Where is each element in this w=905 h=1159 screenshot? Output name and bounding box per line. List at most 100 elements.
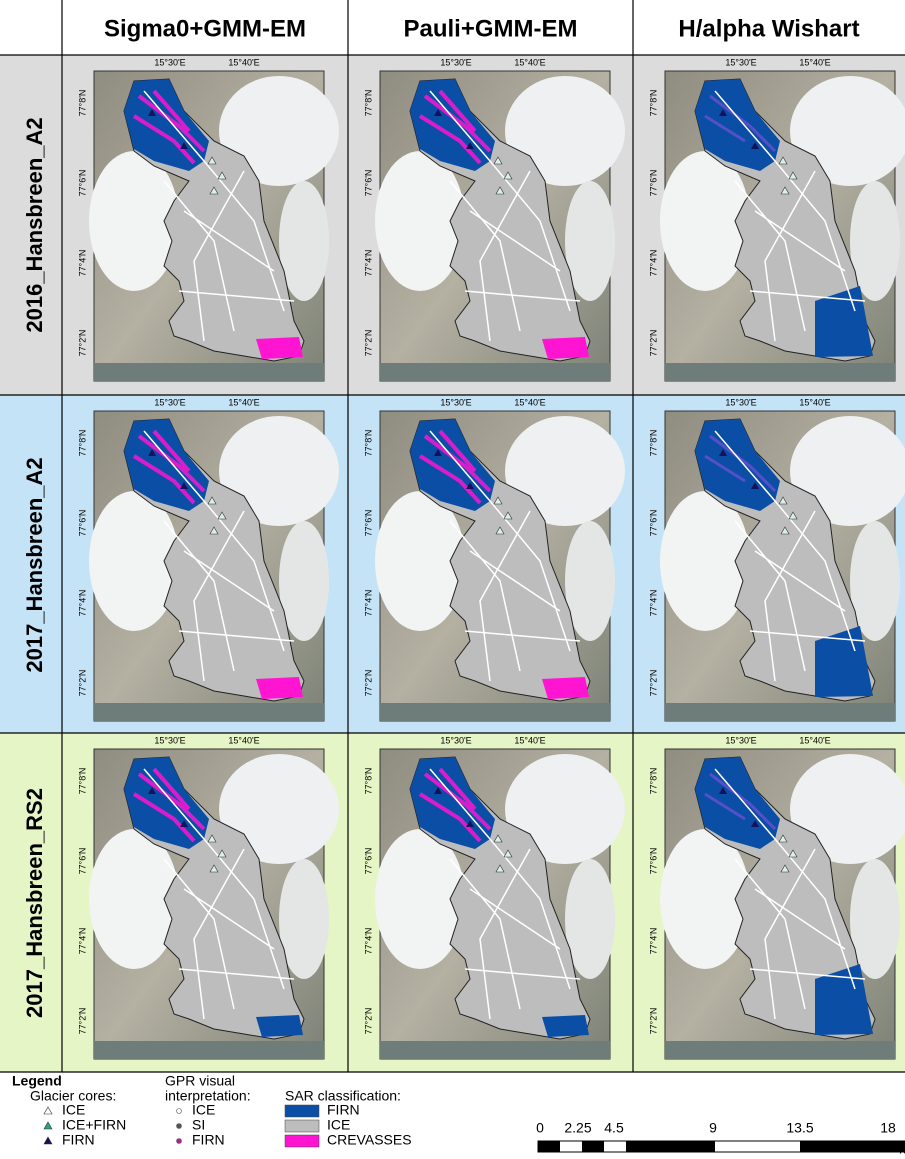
latitude-label: 77°2'N xyxy=(648,670,658,697)
map-panel xyxy=(375,411,625,721)
sea xyxy=(94,1041,324,1059)
map-panel xyxy=(89,411,339,721)
latitude-label: 77°8'N xyxy=(77,768,87,795)
column-title: Sigma0+GMM-EM xyxy=(104,15,306,42)
latitude-label: 77°6'N xyxy=(363,510,373,537)
latitude-label: 77°4'N xyxy=(648,928,658,955)
legend-label: FIRN xyxy=(192,1132,225,1148)
latitude-label: 77°2'N xyxy=(363,670,373,697)
map-panel xyxy=(660,749,905,1059)
scale-label: 2.25 xyxy=(564,1120,591,1136)
latitude-label: 77°2'N xyxy=(77,330,87,357)
sea xyxy=(665,1041,895,1059)
longitude-label: 15°40'E xyxy=(514,735,545,745)
latitude-label: 77°4'N xyxy=(363,928,373,955)
legend-symbol xyxy=(44,1137,52,1144)
latitude-label: 77°4'N xyxy=(77,590,87,617)
crevasse-area xyxy=(542,337,589,359)
figure: Legend Glacier cores: GPR visual interpr… xyxy=(0,0,905,1159)
legend-swatch xyxy=(285,1135,319,1147)
longitude-label: 15°30'E xyxy=(725,57,756,67)
longitude-label: 15°30'E xyxy=(440,735,471,745)
latitude-label: 77°4'N xyxy=(363,250,373,277)
scale-label: 13.5 xyxy=(786,1120,813,1136)
row-title: 2017_Hansbreen_RS2 xyxy=(22,788,47,1018)
sea xyxy=(665,363,895,381)
column-title: H/alpha Wishart xyxy=(678,15,859,42)
legend-symbol xyxy=(177,1109,182,1114)
latitude-label: 77°6'N xyxy=(77,510,87,537)
crevasse-area xyxy=(542,677,589,699)
longitude-label: 15°30'E xyxy=(725,397,756,407)
longitude-label: 15°40'E xyxy=(799,735,830,745)
map-panel xyxy=(375,71,625,381)
longitude-label: 15°30'E xyxy=(154,397,185,407)
map-panel xyxy=(89,71,339,381)
legend-swatch xyxy=(285,1120,319,1132)
legend-swatch xyxy=(285,1105,319,1117)
latitude-label: 77°4'N xyxy=(648,250,658,277)
legend-symbol xyxy=(177,1124,182,1129)
legend-label: ICE+FIRN xyxy=(62,1117,126,1133)
latitude-label: 77°8'N xyxy=(77,430,87,457)
sea xyxy=(380,1041,610,1059)
longitude-label: 15°40'E xyxy=(799,397,830,407)
scale-label: 0 xyxy=(536,1120,544,1136)
longitude-label: 15°40'E xyxy=(514,397,545,407)
map-panel xyxy=(89,749,339,1059)
latitude-label: 77°4'N xyxy=(648,590,658,617)
longitude-label: 15°40'E xyxy=(228,735,259,745)
scale-bar xyxy=(538,1141,905,1152)
legend-title: Legend xyxy=(12,1073,62,1089)
latitude-label: 77°6'N xyxy=(77,848,87,875)
latitude-label: 77°2'N xyxy=(648,330,658,357)
longitude-label: 15°30'E xyxy=(440,397,471,407)
map-panel xyxy=(375,749,625,1059)
latitude-label: 77°2'N xyxy=(77,1008,87,1035)
latitude-label: 77°6'N xyxy=(363,170,373,197)
scale-label: km xyxy=(899,1141,905,1157)
row-title: 2017_Hansbreen_A2 xyxy=(22,457,47,672)
latitude-label: 77°6'N xyxy=(648,510,658,537)
scale-label: 18 xyxy=(880,1120,896,1136)
latitude-label: 77°8'N xyxy=(363,90,373,117)
sea xyxy=(94,363,324,381)
legend-symbol xyxy=(177,1139,182,1144)
latitude-label: 77°6'N xyxy=(77,170,87,197)
legend-label: CREVASSES xyxy=(327,1132,412,1148)
longitude-label: 15°30'E xyxy=(440,57,471,67)
legend-heading: GPR visual xyxy=(165,1073,235,1089)
legend-symbol xyxy=(44,1107,52,1114)
longitude-label: 15°40'E xyxy=(228,57,259,67)
latitude-label: 77°2'N xyxy=(363,330,373,357)
longitude-label: 15°40'E xyxy=(228,397,259,407)
sea xyxy=(665,703,895,721)
crevasse-area xyxy=(256,677,303,699)
legend-label: ICE xyxy=(192,1102,215,1118)
latitude-label: 77°8'N xyxy=(648,768,658,795)
latitude-label: 77°6'N xyxy=(648,170,658,197)
latitude-label: 77°4'N xyxy=(77,928,87,955)
map-panel xyxy=(660,411,905,721)
legend-label: FIRN xyxy=(62,1132,95,1148)
legend-symbol xyxy=(44,1122,52,1129)
latitude-label: 77°6'N xyxy=(363,848,373,875)
sea xyxy=(380,363,610,381)
sea xyxy=(380,703,610,721)
longitude-label: 15°40'E xyxy=(799,57,830,67)
latitude-label: 77°4'N xyxy=(77,250,87,277)
latitude-label: 77°4'N xyxy=(363,590,373,617)
latitude-label: 77°2'N xyxy=(77,670,87,697)
latitude-label: 77°8'N xyxy=(363,768,373,795)
longitude-label: 15°30'E xyxy=(154,735,185,745)
legend-label: FIRN xyxy=(327,1102,360,1118)
scale-label: 4.5 xyxy=(604,1120,624,1136)
latitude-label: 77°2'N xyxy=(363,1008,373,1035)
legend-label: ICE xyxy=(327,1117,350,1133)
latitude-label: 77°8'N xyxy=(648,430,658,457)
crevasse-area xyxy=(256,337,303,359)
longitude-label: 15°40'E xyxy=(514,57,545,67)
latitude-label: 77°8'N xyxy=(363,430,373,457)
row-title: 2016_Hansbreen_A2 xyxy=(22,117,47,332)
scale-label: 9 xyxy=(709,1120,717,1136)
